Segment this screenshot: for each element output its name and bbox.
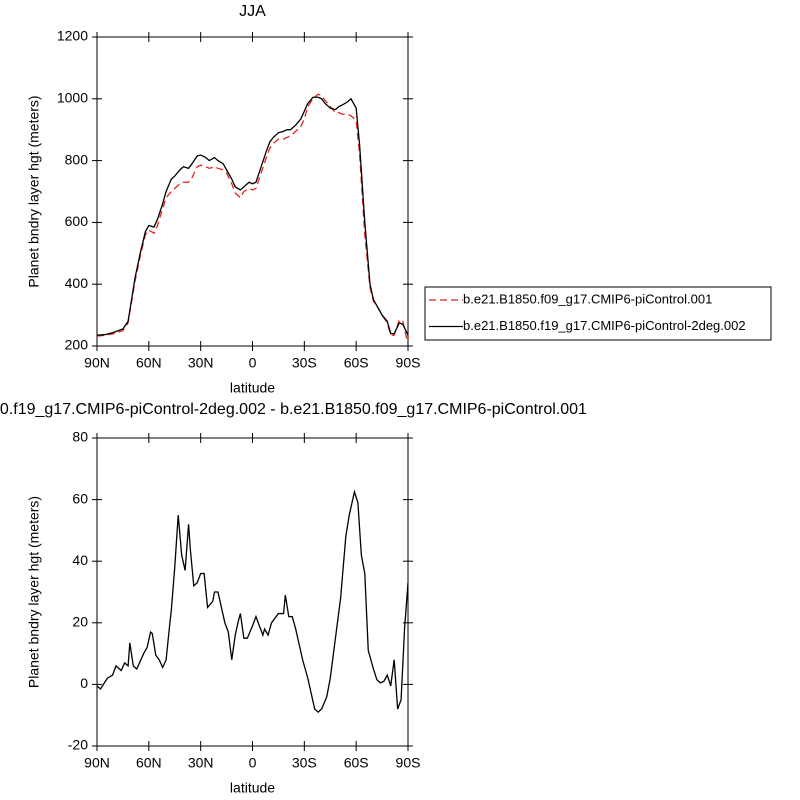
x-tick-label: 90N xyxy=(84,755,110,771)
legend-label: b.e21.B1850.f19_g17.CMIP6-piControl-2deg… xyxy=(463,318,746,333)
x-axis-label: latitude xyxy=(230,780,275,796)
y-tick-label: 800 xyxy=(65,151,89,167)
x-tick-label: 90S xyxy=(396,355,421,371)
data-line xyxy=(97,489,408,713)
y-tick-label: 1000 xyxy=(57,90,88,106)
y-tick-label: 40 xyxy=(72,552,88,568)
x-tick-label: 30N xyxy=(188,755,214,771)
y-tick-label: 600 xyxy=(65,213,89,229)
y-tick-label: 80 xyxy=(72,429,88,445)
x-tick-label: 60S xyxy=(344,755,369,771)
y-tick-label: 400 xyxy=(65,275,89,291)
legend-label: b.e21.B1850.f09_g17.CMIP6-piControl.001 xyxy=(463,291,712,306)
y-tick-label: 1200 xyxy=(57,28,88,44)
y-axis-label: Planet bndry layer hgt (meters) xyxy=(26,95,42,287)
y-tick-label: -20 xyxy=(68,737,88,753)
chart-title: b.e21.B1850.f19_g17.CMIP6-piControl-2deg… xyxy=(0,401,587,418)
x-tick-label: 30S xyxy=(292,755,317,771)
legend-box xyxy=(424,286,772,341)
y-axis-label: Planet bndry layer hgt (meters) xyxy=(26,496,42,688)
x-tick-label: 0 xyxy=(249,355,257,371)
plot-frame xyxy=(96,36,409,347)
chart-title: JJA xyxy=(239,3,266,20)
x-tick-label: 60N xyxy=(136,355,162,371)
plot-frame xyxy=(96,437,409,747)
x-tick-label: 60S xyxy=(344,355,369,371)
x-axis-label: latitude xyxy=(230,380,275,396)
x-tick-label: 60N xyxy=(136,755,162,771)
x-tick-label: 90S xyxy=(396,755,421,771)
y-tick-label: 0 xyxy=(80,675,88,691)
x-tick-label: 30N xyxy=(188,355,214,371)
y-tick-label: 200 xyxy=(65,337,89,353)
x-tick-label: 30S xyxy=(292,355,317,371)
x-tick-label: 0 xyxy=(249,755,257,771)
x-tick-label: 90N xyxy=(84,355,110,371)
y-tick-label: 60 xyxy=(72,490,88,506)
data-line xyxy=(97,93,408,345)
data-line xyxy=(97,96,408,336)
y-tick-label: 20 xyxy=(72,614,88,630)
